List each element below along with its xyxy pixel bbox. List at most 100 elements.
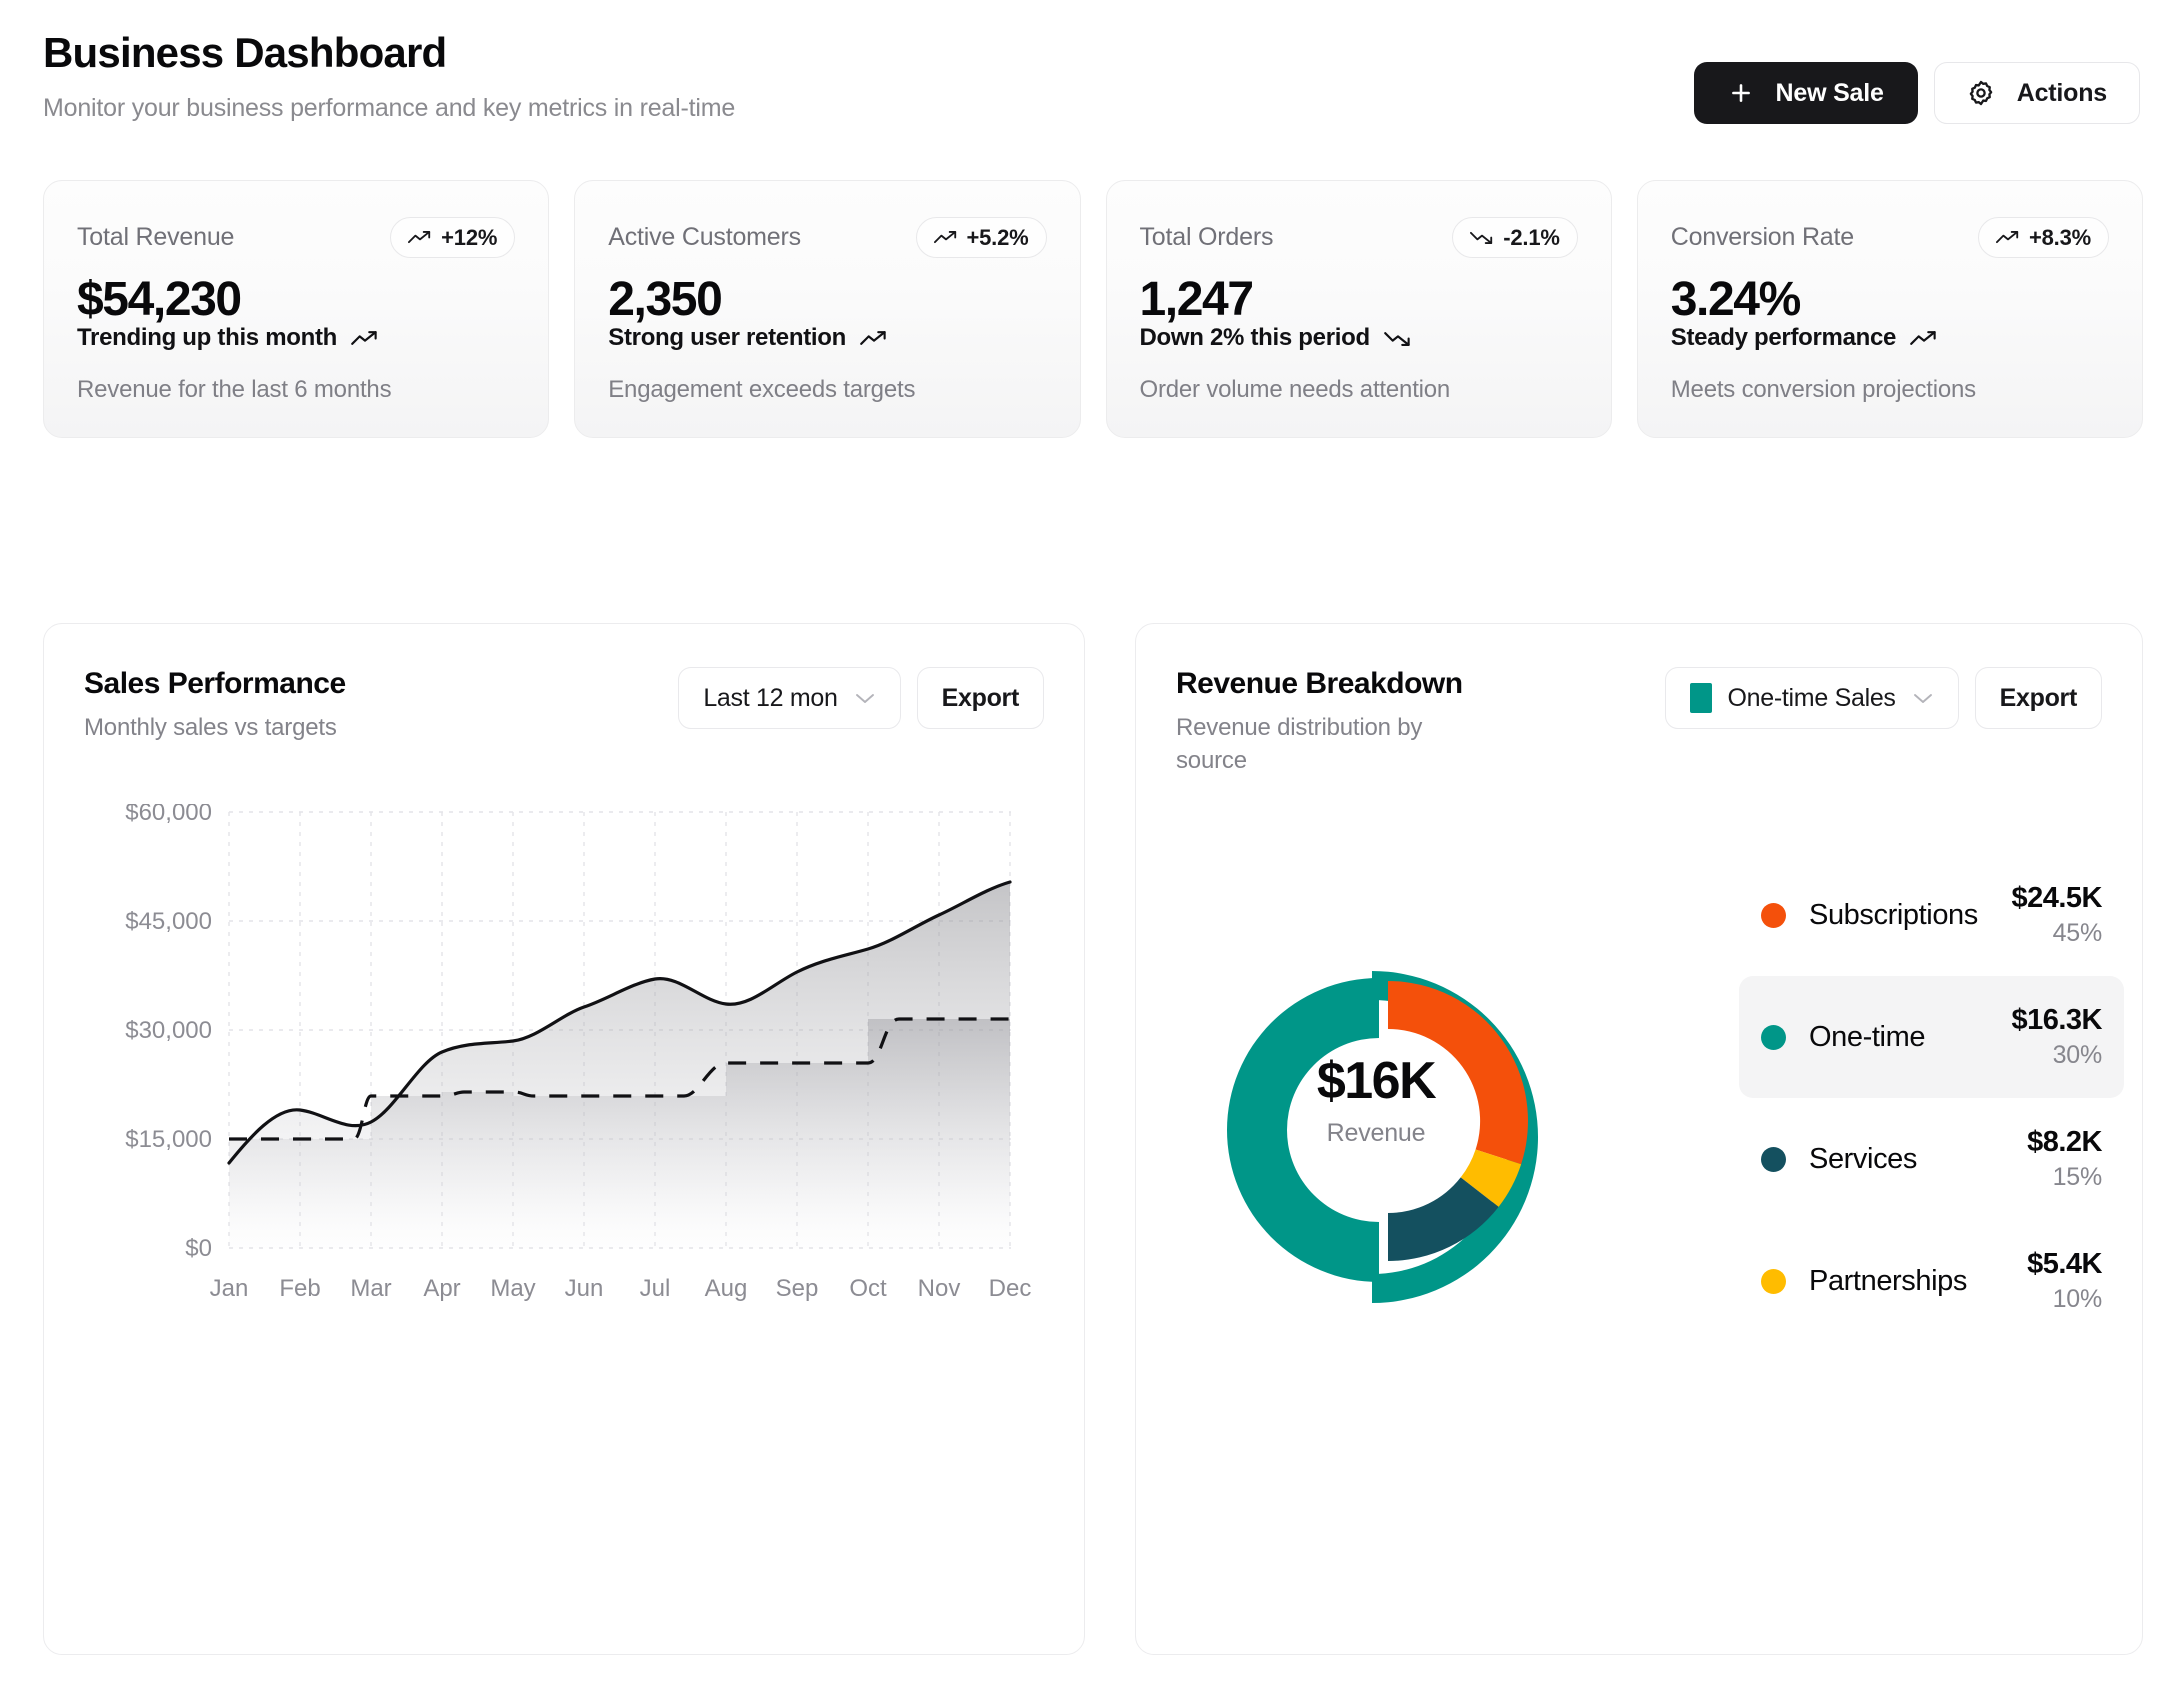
svg-text:$45,000: $45,000 xyxy=(125,908,212,935)
panel-title: Revenue Breakdown xyxy=(1176,667,1463,700)
svg-text:Nov: Nov xyxy=(918,1275,961,1302)
legend-item-one-time[interactable]: One-time $16.3K 30% xyxy=(1739,976,2124,1098)
trend-down-icon xyxy=(1470,230,1494,245)
stat-card-top: Total Orders -2.1% xyxy=(1140,217,1578,258)
export-sales-button[interactable]: Export xyxy=(916,667,1044,729)
stat-card-total-revenue[interactable]: Total Revenue +12% $54,230 Trending up t… xyxy=(43,180,550,438)
stat-trend: Strong user retention xyxy=(608,324,888,352)
stat-label: Conversion Rate xyxy=(1670,223,1854,251)
gear-icon xyxy=(1967,79,1995,107)
legend-percent: 15% xyxy=(2052,1163,2103,1191)
stat-card-top: Conversion Rate +8.3% xyxy=(1671,217,2109,258)
svg-text:Jan: Jan xyxy=(210,1275,249,1302)
y-axis-labels: $60,000 $45,000 $30,000 $15,000 $0 xyxy=(125,799,212,1262)
stat-card-active-customers[interactable]: Active Customers +5.2% 2,350 Strong user… xyxy=(574,180,1081,438)
trend-up-icon xyxy=(1910,330,1938,347)
page-title: Business Dashboard xyxy=(43,29,447,76)
status-badge: -2.1% xyxy=(1452,217,1578,258)
legend-amount: $24.5K xyxy=(2011,882,2102,914)
svg-text:$30,000: $30,000 xyxy=(125,1017,212,1044)
status-badge: +5.2% xyxy=(915,217,1047,258)
actions-button[interactable]: Actions xyxy=(1933,62,2140,124)
legend-color-dot xyxy=(1761,1268,1786,1294)
stat-card-total-orders[interactable]: Total Orders -2.1% 1,247 Down 2% this pe… xyxy=(1105,180,1612,438)
donut-slice-partnerships xyxy=(1460,1149,1522,1207)
legend-item-subscriptions[interactable]: Subscriptions $24.5K 45% xyxy=(1739,854,2124,976)
trend-up-icon xyxy=(933,230,958,245)
stat-label: Total Revenue xyxy=(77,223,235,251)
svg-text:Mar: Mar xyxy=(350,1275,391,1302)
legend-percent: 30% xyxy=(2052,1041,2103,1069)
panel-subtitle: Monthly sales vs targets xyxy=(84,714,337,741)
badge-value: +8.3% xyxy=(2029,224,2091,250)
series-select[interactable]: One-time Sales xyxy=(1664,667,1959,729)
svg-text:Apr: Apr xyxy=(423,1275,460,1302)
stat-card-top: Active Customers +5.2% xyxy=(608,217,1047,258)
export-revenue-button[interactable]: Export xyxy=(1974,667,2102,729)
stat-note: Meets conversion projections xyxy=(1670,376,1976,403)
panel-tools: Last 12 mon Export xyxy=(678,667,1044,729)
revenue-breakdown-panel: Revenue Breakdown Revenue distribution b… xyxy=(1135,623,2143,1655)
header-actions: New Sale Actions xyxy=(1693,62,2140,124)
page-subtitle: Monitor your business performance and ke… xyxy=(43,94,736,123)
trend-up-icon xyxy=(351,330,379,347)
stat-card-top: Total Revenue +12% xyxy=(77,217,516,258)
legend-label: Partnerships xyxy=(1809,1264,1967,1297)
sales-chart-svg: $60,000 $45,000 $30,000 $15,000 $0 xyxy=(125,799,1032,1302)
stat-value: 3.24% xyxy=(1670,273,1802,326)
stat-trend-label: Trending up this month xyxy=(77,324,338,351)
legend-label: One-time xyxy=(1809,1020,1926,1053)
legend-color-dot xyxy=(1761,1146,1786,1172)
legend-color-dot xyxy=(1761,1024,1786,1050)
svg-text:Oct: Oct xyxy=(849,1275,887,1302)
legend-color-dot xyxy=(1761,902,1786,928)
badge-value: -2.1% xyxy=(1503,224,1560,250)
svg-text:Aug: Aug xyxy=(705,1275,748,1302)
trend-up-icon xyxy=(860,330,888,347)
legend-amount: $5.4K xyxy=(2027,1248,2102,1280)
panel-heading-group: Sales Performance Monthly sales vs targe… xyxy=(84,667,346,744)
svg-text:Feb: Feb xyxy=(279,1275,320,1302)
legend-figures: $5.4K 10% xyxy=(2027,1248,2102,1314)
panel-tools: One-time Sales Export xyxy=(1664,667,2102,729)
x-axis-labels: Jan Feb Mar Apr May Jun Jul Aug Sep Oct … xyxy=(210,1275,1032,1302)
panel-heading-group: Revenue Breakdown Revenue distribution b… xyxy=(1176,667,1486,777)
revenue-donut-chart: $16K Revenue xyxy=(1136,839,1616,1359)
stat-trend: Down 2% this period xyxy=(1140,324,1412,352)
svg-text:Sep: Sep xyxy=(776,1275,819,1302)
new-sale-button[interactable]: New Sale xyxy=(1693,62,1918,124)
trend-down-icon xyxy=(1384,330,1412,347)
chevron-down-icon xyxy=(854,691,876,705)
status-badge: +12% xyxy=(390,217,516,258)
panel-header: Revenue Breakdown Revenue distribution b… xyxy=(1136,624,2142,777)
panel-header: Sales Performance Monthly sales vs targe… xyxy=(44,624,1084,744)
donut-slice-services xyxy=(1388,1177,1499,1261)
donut-slice-one-time xyxy=(1227,978,1379,1282)
badge-value: +5.2% xyxy=(966,224,1029,250)
sales-area-chart: $60,000 $45,000 $30,000 $15,000 $0 xyxy=(44,799,1084,1364)
legend-figures: $24.5K 45% xyxy=(2011,882,2102,948)
sales-performance-panel: Sales Performance Monthly sales vs targe… xyxy=(43,623,1085,1655)
legend-amount: $8.2K xyxy=(2027,1126,2102,1158)
stat-label: Total Orders xyxy=(1139,223,1274,251)
actions-label: Actions xyxy=(2016,78,2107,107)
plus-icon xyxy=(1728,80,1754,106)
legend-amount: $16.3K xyxy=(2011,1004,2102,1036)
svg-text:Dec: Dec xyxy=(989,1275,1032,1302)
status-badge: +8.3% xyxy=(1978,217,2109,258)
series-select-value: One-time Sales xyxy=(1727,683,1896,712)
stat-label: Active Customers xyxy=(608,223,801,251)
svg-text:Jul: Jul xyxy=(640,1275,671,1302)
time-range-select[interactable]: Last 12 mon xyxy=(678,667,901,729)
legend-item-services[interactable]: Services $8.2K 15% xyxy=(1739,1098,2124,1220)
legend-figures: $8.2K 15% xyxy=(2027,1126,2102,1192)
legend-item-partnerships[interactable]: Partnerships $5.4K 10% xyxy=(1739,1220,2124,1342)
stat-card-conversion-rate[interactable]: Conversion Rate +8.3% 3.24% Steady perfo… xyxy=(1636,180,2143,438)
revenue-legend: Subscriptions $24.5K 45% One-time $16.3K… xyxy=(1739,854,2124,1342)
trend-up-icon xyxy=(408,230,432,245)
legend-label: Services xyxy=(1809,1142,1917,1175)
stat-value: $54,230 xyxy=(77,273,242,326)
svg-text:May: May xyxy=(490,1275,535,1302)
stat-note: Order volume needs attention xyxy=(1139,376,1451,403)
stat-cards: Total Revenue +12% $54,230 Trending up t… xyxy=(43,180,2143,438)
